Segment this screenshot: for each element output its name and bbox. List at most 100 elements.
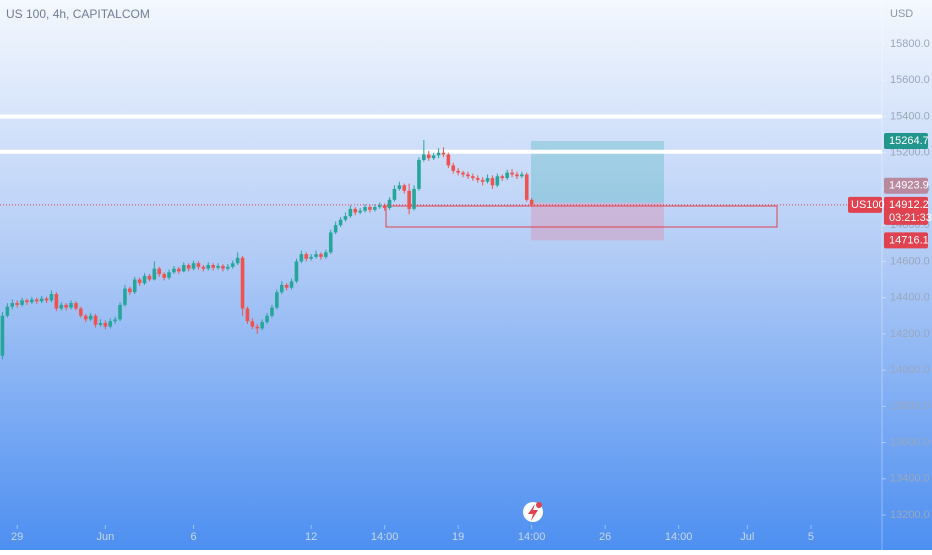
candle-body [49, 294, 54, 301]
candle-body [426, 154, 431, 159]
x-tick-label: 12 [305, 531, 317, 543]
candle-body [343, 216, 348, 220]
x-tick-label: 6 [190, 531, 196, 543]
stop-price-label-bg [884, 232, 928, 249]
candle-body [128, 288, 132, 293]
target-price-label: 15264.7 [889, 135, 929, 147]
candle-body [54, 294, 59, 309]
candle-body [319, 254, 323, 257]
candle-body [201, 266, 206, 269]
candle-body [167, 272, 171, 278]
candle-body [431, 155, 436, 159]
candle-body [373, 207, 377, 210]
candle-body [39, 298, 44, 302]
y-tick-label: 14400.0 [890, 292, 930, 304]
candle-body [275, 292, 279, 308]
candle-body [279, 284, 284, 293]
y-tick-label: 15600.0 [890, 74, 930, 86]
candle-body [186, 265, 191, 269]
last-price-label: 14912.2 [889, 199, 929, 211]
candle-body [226, 266, 230, 269]
candle-body [524, 174, 529, 200]
candle-body [377, 205, 382, 208]
target-price-label-bg [884, 132, 928, 149]
candle-body [436, 152, 441, 156]
candle-body [15, 303, 19, 305]
candle-body [118, 304, 122, 320]
candle-body [382, 205, 387, 208]
candle-body [490, 178, 495, 186]
candle-body [191, 263, 196, 269]
candle-body [211, 265, 215, 268]
candle-body [451, 165, 456, 171]
y-tick-label: 13400.0 [890, 473, 930, 485]
candle-body [299, 254, 304, 262]
candle-body [137, 279, 142, 284]
candle-body [172, 268, 176, 273]
candle-body [221, 265, 225, 269]
candle-body [284, 284, 289, 288]
entry-price-label: 14923.9 [889, 180, 929, 192]
candle-body [529, 199, 534, 205]
candle-body [245, 308, 250, 322]
candle-body [265, 315, 269, 323]
candle-body [162, 274, 166, 278]
candle-body [485, 178, 490, 182]
candle-body [30, 299, 34, 303]
x-tick-label: 26 [599, 531, 611, 543]
entry-price-label-bg [884, 177, 928, 194]
candle-body [324, 252, 328, 257]
y-tick-label: 15400.0 [890, 110, 930, 122]
candle-body [338, 219, 343, 226]
candle-body [88, 315, 93, 320]
candle-body [181, 265, 186, 272]
candle-body [74, 303, 78, 309]
x-tick-label: 5 [808, 531, 814, 543]
stop-price-label: 14716.1 [889, 234, 929, 246]
y-tick-label: 13600.0 [890, 436, 930, 448]
candle-body [147, 275, 152, 280]
x-tick-label: 14:00 [518, 531, 546, 543]
candle-body [294, 261, 299, 282]
candle-body [333, 225, 338, 233]
candle-body [83, 315, 88, 320]
candle-body [304, 254, 309, 259]
candle-body [387, 199, 392, 208]
currency: USD [890, 8, 913, 20]
candle-body [34, 299, 39, 302]
y-tick-label: 15200.0 [890, 147, 930, 159]
y-tick-label: 15800.0 [890, 38, 930, 50]
candle-body [69, 303, 73, 308]
candle-body [235, 257, 240, 264]
candle-body [309, 256, 313, 259]
candle-body [422, 154, 426, 160]
last-price-bg [884, 196, 928, 225]
candle-body [103, 323, 108, 327]
candle-body [270, 307, 274, 316]
symbol-tag: US100 [851, 199, 885, 211]
candle-body [412, 188, 416, 209]
candle-body [363, 207, 367, 211]
candle-body [520, 174, 524, 177]
zone [385, 205, 778, 228]
candle-body [206, 265, 211, 269]
candle-body [441, 152, 446, 155]
y-tick-label: 13200.0 [890, 509, 930, 521]
candle-body [289, 281, 294, 288]
candle-body [480, 179, 485, 182]
candle-body [5, 306, 10, 316]
candle-body [93, 315, 98, 325]
candle-body [230, 263, 235, 267]
candle-body [417, 159, 421, 189]
candle-body [260, 322, 264, 329]
y-tick-label: 14600.0 [890, 255, 930, 267]
candle-body [407, 190, 411, 209]
candle-body [402, 185, 407, 191]
candle-body [79, 308, 83, 316]
candle-body [152, 268, 157, 280]
candle-body [157, 268, 162, 275]
x-tick-label: 14:00 [371, 531, 399, 543]
candle-body [515, 174, 519, 177]
lightning-icon [523, 502, 543, 522]
